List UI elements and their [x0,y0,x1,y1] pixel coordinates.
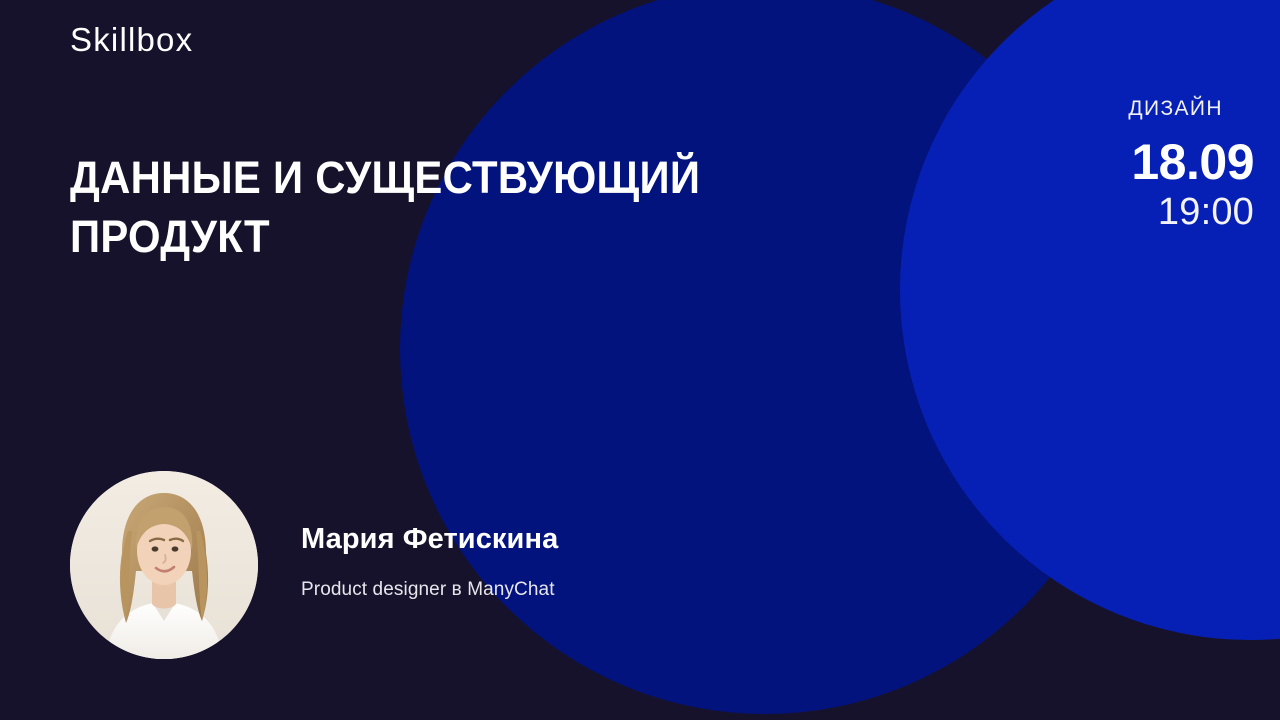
avatar [70,471,258,659]
event-time: 19:00 [1157,191,1254,234]
schedule-block: ДИЗАЙН 18.09 19:00 [1128,96,1254,234]
speaker-details: Мария Фетискина Product designer в ManyC… [301,522,558,608]
page-title: ДАННЫЕ И СУЩЕСТВУЮЩИЙ ПРОДУКТ [70,152,701,263]
category-label: ДИЗАЙН [1128,97,1223,120]
speaker-role: Product designer в ManyChat [301,579,555,600]
speaker-portrait-photo-icon [70,471,258,659]
event-date: 18.09 [1131,134,1254,191]
skillbox-logo: Skillbox [70,21,194,58]
speaker-block: Мария Фетискина Product designer в ManyC… [70,471,558,659]
speaker-name: Мария Фетискина [301,523,559,556]
